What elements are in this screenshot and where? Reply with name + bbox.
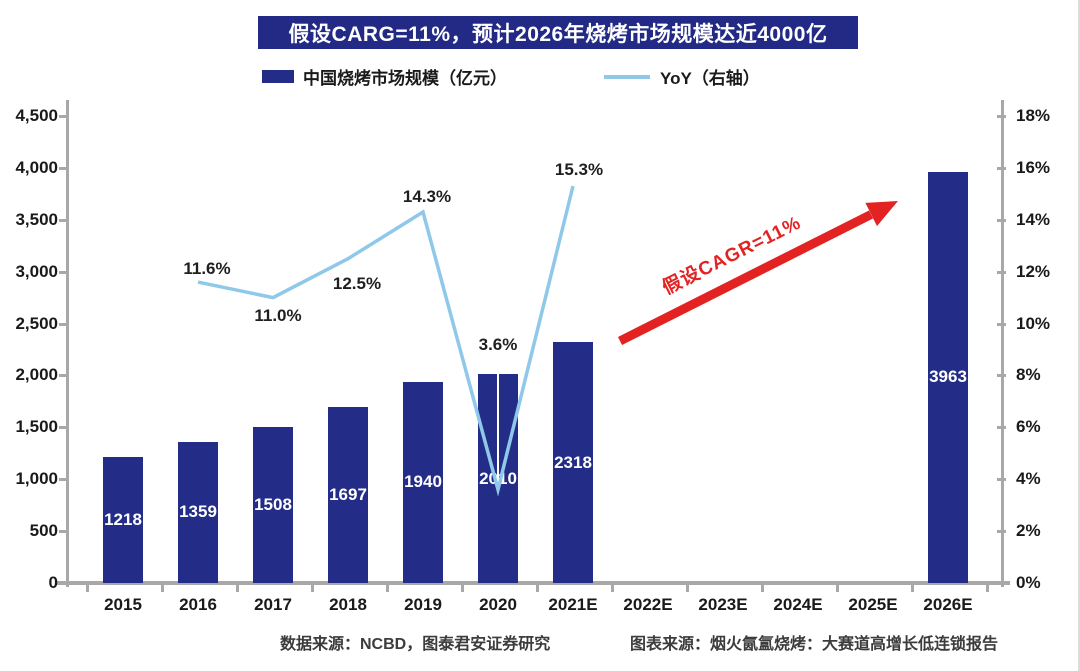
x-axis-category-label: 2022E [623,595,673,614]
y-axis-tick [59,374,68,378]
y-axis-tick [59,426,68,430]
x-axis-category-label: 2019 [404,595,442,614]
y-axis-tick-label: 12% [1016,261,1051,281]
x-axis-category-label: 2017 [254,595,292,614]
y-axis-tick [997,270,1006,274]
bar-value-label: 1359 [179,502,217,522]
market-size-bar [928,171,968,583]
y-axis-tick [997,322,1006,326]
x-axis-category-label: 2016 [179,595,217,614]
yoy-value-label: 15.3% [554,160,604,180]
y-axis-tick [997,374,1006,378]
cagr-arrow-head [865,201,898,227]
x-axis-tick [835,583,839,592]
bar-value-label: 2318 [554,452,592,472]
y-axis-tick [59,166,68,170]
cagr-annotation: 假设CAGR=11% [659,212,805,300]
yoy-value-label: 14.3% [402,186,452,206]
x-axis-tick [460,583,464,592]
y-axis-tick [997,218,1006,222]
bar-value-label: 1697 [329,484,367,504]
x-axis-tick [535,583,539,592]
y-axis-tick-label: 18% [1016,106,1051,125]
x-axis-tick [760,583,764,592]
y-axis-tick-label: 4,000 [15,157,58,177]
market-size-bar [103,456,143,583]
x-axis-tick [160,583,164,592]
bar-swatch-icon [262,70,294,83]
x-axis-tick [985,583,989,592]
legend-label: YoY（右轴） [660,69,760,88]
x-axis-category-label: 2023E [698,595,748,614]
x-axis-category-label: 2020 [479,595,517,614]
y-axis-tick [997,426,1006,430]
chart-title-banner: 假设CARG=11%，预计2026年烧烤市场规模达近4000亿 [258,16,858,49]
bar-value-label: 1218 [104,509,142,529]
chart-source-note: 图表来源：烟火氤氲烧烤：大赛道高增长低连锁报告 [630,636,999,653]
y-axis-tick-label: 4,500 [15,106,58,125]
data-source-note: 数据来源：NCBD，图泰君安证券研究 [280,636,551,653]
y-axis-tick-label: 500 [29,521,58,541]
y-axis-tick [997,582,1006,585]
x-axis-tick [235,583,239,592]
y-axis-tick-label: 10% [1016,313,1051,333]
x-axis [55,581,1010,585]
x-axis-tick [85,583,89,592]
yoy-value-label: 11.6% [183,259,231,279]
x-axis-category-label: 2026E [923,595,973,614]
bar-value-label: 3963 [929,367,967,387]
x-axis-category-label: 2024E [773,595,823,614]
y-axis-tick-label: 8% [1016,365,1041,385]
y-axis-tick [59,582,68,585]
x-axis-tick [910,583,914,592]
bar-value-label: 1940 [404,472,442,492]
x-axis-category-label: 2015 [104,595,142,614]
y-axis-tick-label: 4% [1016,469,1041,489]
x-axis-category-label: 2018 [329,595,367,614]
x-axis-tick [610,583,614,592]
y-axis-left [66,100,69,587]
bar-value-label: 1508 [254,494,292,514]
y-axis-tick [59,478,68,482]
y-axis-tick [59,530,68,534]
bar-value-label: 2010 [479,468,517,488]
y-axis-tick [997,530,1006,534]
y-axis-tick-label: 6% [1016,417,1041,437]
legend-label: 中国烧烤市场规模（亿元） [303,69,507,88]
y-axis-tick-label: 16% [1016,157,1051,177]
y-axis-tick [59,218,68,222]
chart-title: 假设CARG=11%，预计2026年烧烤市场规模达近4000亿 [288,22,828,46]
yoy-value-label: 12.5% [332,273,382,293]
x-axis-tick [685,583,689,592]
y-axis-tick [997,115,1006,118]
y-axis-tick-label: 0% [1016,573,1041,592]
y-axis-tick-label: 14% [1016,209,1051,229]
y-axis-tick-label: 2,500 [15,313,58,333]
y-axis-tick-label: 3,500 [15,209,58,229]
x-axis-tick [385,583,389,592]
yoy-value-label: 11.0% [254,305,302,325]
line-swatch-icon [604,74,650,79]
x-axis-category-label: 2025E [848,595,898,614]
y-axis-tick-label: 0 [48,573,58,592]
y-axis-right [1001,100,1004,587]
y-axis-tick [59,270,68,274]
yoy-value-label: 3.6% [478,334,518,354]
y-axis-tick-label: 1,000 [15,469,58,489]
y-axis-tick [997,478,1006,482]
x-axis-tick [310,583,314,592]
legend-item-market-size: 中国烧烤市场规模（亿元） [262,64,507,89]
y-axis-tick [59,322,68,326]
y-axis-tick-label: 2,000 [15,365,58,385]
y-axis-tick-label: 1,500 [15,417,58,437]
x-axis-category-label: 2021E [548,595,598,614]
chart-legend: 中国烧烤市场规模（亿元） YoY（右轴） [0,60,1078,89]
y-axis-tick [997,166,1006,170]
y-axis-tick [59,115,68,118]
y-axis-tick-label: 2% [1016,521,1041,541]
y-axis-tick-label: 3,000 [15,261,58,281]
legend-item-yoy: YoY（右轴） [604,64,760,89]
